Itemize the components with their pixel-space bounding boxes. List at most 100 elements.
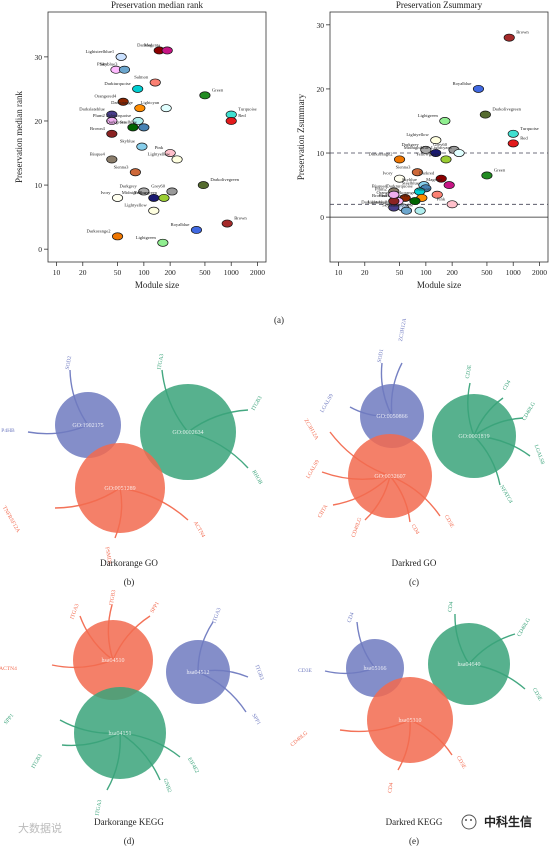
gene-label: ITGB3 [109, 589, 118, 606]
point-label: Darkturquoise [104, 81, 130, 86]
gene-label: ZC3H12A [398, 318, 408, 342]
gene-label: SOD1 [377, 348, 385, 363]
point-label: Royalblue [453, 81, 472, 86]
panel-a-label: (a) [274, 315, 284, 325]
point-lightgreen [157, 238, 169, 247]
network-darkred-kegg: CD4 CD3E hsa05166 CD4 CD40LG CD3E hsa04640 CD40… [290, 601, 544, 827]
gene-label: ITGB3 [31, 753, 44, 770]
gene-label: ITGA3 [95, 799, 104, 816]
point-red [507, 139, 519, 148]
gene-label: GNB2 [162, 778, 173, 794]
point-label: Darkorange [393, 190, 415, 195]
point-darkgrey [420, 145, 432, 154]
point-label: Pink [437, 196, 446, 201]
point-label: Darkred [419, 171, 435, 176]
point-pink [446, 200, 458, 209]
point-magenta [443, 181, 455, 190]
panel-c-label: (c) [409, 577, 419, 587]
point-lightgreen [439, 117, 451, 125]
point-label: Pink [155, 145, 164, 150]
point-orangered4 [117, 97, 129, 106]
gene-label: SPP1 [250, 713, 261, 727]
x-tick-label: 10 [53, 268, 61, 277]
gene-edge [409, 719, 453, 756]
point-label: Darkorange2 [87, 228, 112, 233]
point-darkred [435, 174, 447, 183]
gene-edge [329, 431, 391, 477]
chart-title: Preservation median rank [111, 0, 203, 10]
gene-edge [473, 435, 531, 457]
point-label: Plum1 [379, 193, 392, 198]
plot-frame [329, 11, 549, 263]
point-paleturquoise [132, 117, 144, 125]
point-plum2 [388, 190, 400, 199]
point-darkgrey [138, 187, 150, 196]
gene-label: CD4 [387, 782, 395, 794]
point-label: Brown4 [372, 193, 388, 198]
point-label: Lightsteelblue1 [86, 49, 115, 54]
gene-label: CD3E [531, 687, 543, 702]
point-label: Lightyellow [406, 132, 429, 137]
scatter-median-rank: Preservation median rank Module size Prese… [14, 0, 267, 290]
x-tick-label: 10 [335, 268, 343, 277]
point-label: Brown [516, 30, 529, 35]
y-axis-label: Preservation Zsummary [296, 93, 306, 180]
gene-edge [454, 613, 470, 665]
point-label: Darkgrey [119, 183, 137, 188]
point-label: Plum2 [375, 187, 388, 192]
network-darkorange-kegg: ITGB3 ITGA3 SPP1 ACTN4 hsa04510 ITGA3 ITGB3 SPP… [0, 589, 265, 827]
gene-label: PSMD5 [103, 547, 112, 566]
gene-edge [389, 475, 441, 517]
point-ivory [111, 193, 124, 202]
y-tick-label: 0 [320, 213, 324, 222]
network-caption: Darkorange KEGG [94, 817, 164, 827]
y-tick-label: 10 [35, 181, 43, 190]
gene-label: LGALS8 [533, 444, 546, 466]
gene-edge [473, 417, 524, 437]
point-label: Darkred [137, 42, 153, 47]
point-lightyellow [430, 136, 442, 145]
gene-edge [364, 475, 391, 521]
point-salmon [431, 190, 443, 199]
gene-label: ITGA3 [157, 353, 166, 370]
point-label: Grey60 [433, 142, 447, 147]
gene-label: CD3E [298, 668, 312, 674]
gene-label: CD3E [465, 364, 473, 379]
gene-edge [187, 431, 249, 469]
x-axis-label: Module size [135, 280, 179, 290]
gene-edge [473, 435, 501, 486]
point-ivory [393, 174, 406, 183]
point-label: Bisque4 [372, 183, 388, 188]
gene-edge [107, 604, 114, 661]
gene-edge [197, 671, 247, 713]
y-axis-label: Preservation median rank [14, 91, 24, 183]
point-plum2 [106, 117, 118, 125]
panel-d-label: (d) [124, 836, 135, 846]
point-label: Darkorange [111, 100, 133, 105]
point-midnightblue [148, 193, 160, 202]
point-label: Orangered4 [376, 190, 398, 195]
x-tick-label: 50 [114, 268, 122, 277]
point-label: Red [238, 113, 246, 118]
gene-label: ACTN4 [192, 520, 206, 539]
point-steelblue [138, 123, 150, 132]
term-id-label: hsa04512 [187, 670, 210, 676]
point-magenta [161, 46, 173, 55]
gene-label: ITGA3 [212, 607, 223, 624]
x-tick-label: 20 [79, 268, 87, 277]
gene-label: RHOB [250, 469, 263, 486]
network-caption: Darkred KEGG [386, 817, 443, 827]
gene-edge [59, 719, 121, 735]
y-tick-label: 10 [317, 149, 325, 158]
gene-label: CIITA [317, 504, 329, 519]
y-tick-label: 30 [317, 21, 325, 30]
gene-label: CD4 [502, 379, 513, 391]
point-royalblue [472, 84, 485, 93]
gene-edge [112, 615, 151, 661]
scatter-zsummary: Preservation Zsummary Module size Preserva… [296, 0, 549, 290]
gene-label: CD4 [410, 524, 421, 536]
gene-label: ITGB3 [253, 664, 264, 681]
y-tick-label: 0 [38, 245, 42, 254]
point-label: Ivory [101, 190, 112, 195]
point-lightyellow [148, 206, 160, 215]
